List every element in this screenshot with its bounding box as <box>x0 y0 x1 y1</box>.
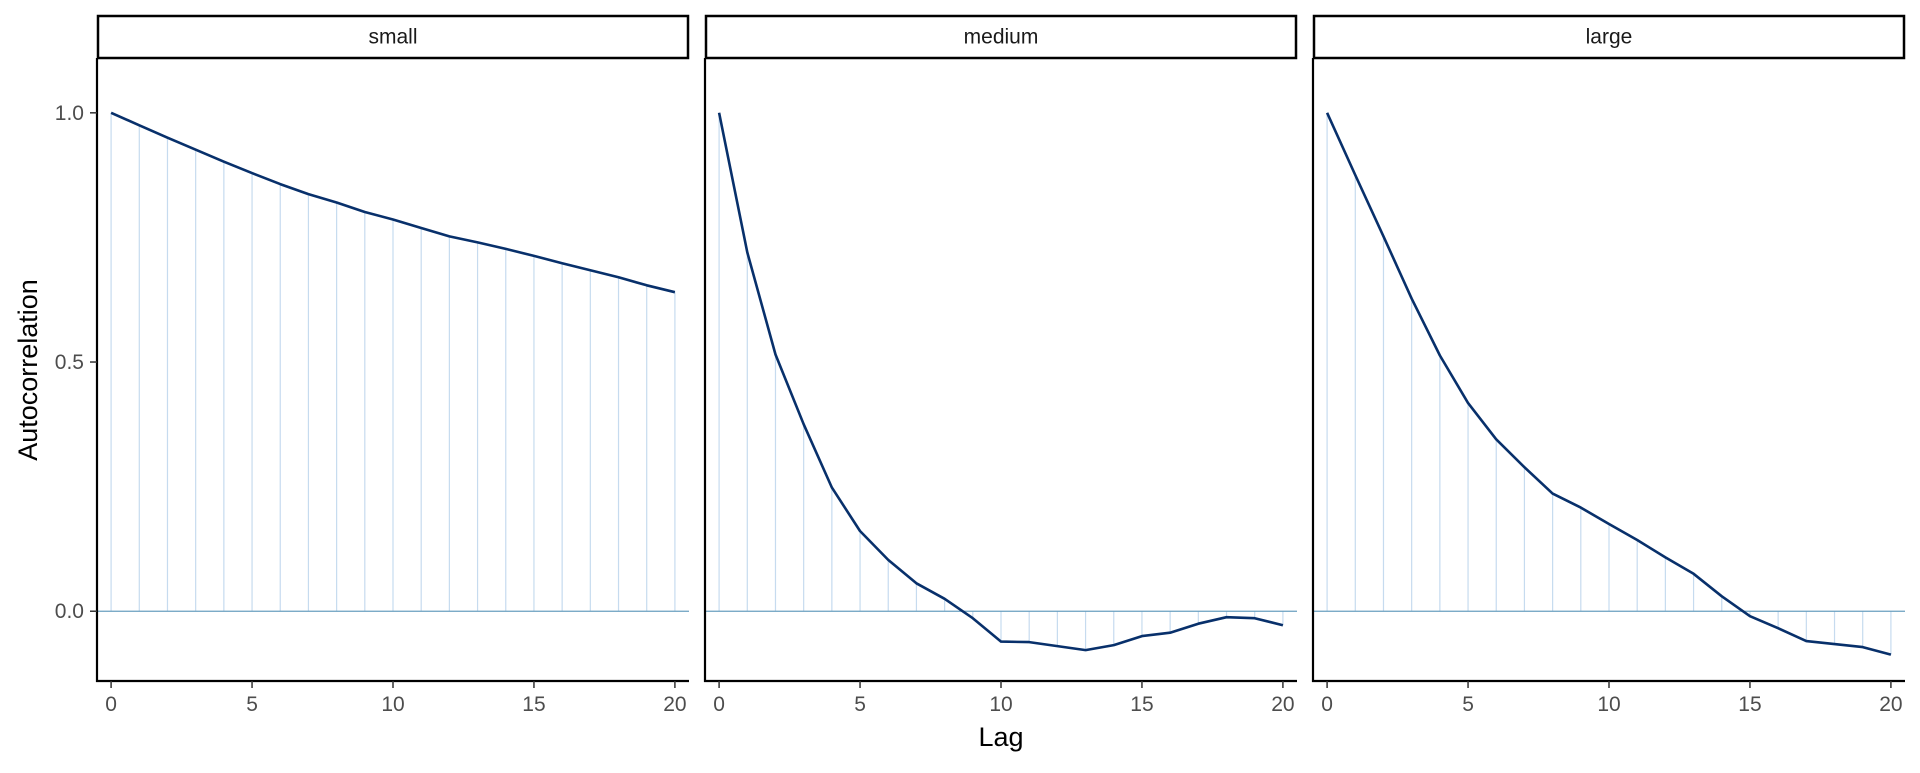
x-tick-label: 10 <box>381 693 404 716</box>
x-tick-label: 10 <box>989 693 1012 716</box>
x-tick-label: 20 <box>663 693 686 716</box>
y-tick-label: 0.0 <box>55 600 84 623</box>
y-tick-label: 1.0 <box>55 102 84 125</box>
x-tick-label: 5 <box>1462 693 1474 716</box>
x-tick-label: 0 <box>713 693 725 716</box>
x-tick-label: 5 <box>246 693 258 716</box>
x-tick-label: 20 <box>1271 693 1294 716</box>
facet-strip-medium <box>704 14 1298 60</box>
acf-line-large <box>1325 112 1892 656</box>
facet-strip-label: large <box>1586 26 1633 49</box>
x-tick-label: 20 <box>1879 693 1902 716</box>
facet-strip-small <box>96 14 690 60</box>
facet-strip-large <box>1312 14 1906 60</box>
x-tick-label: 0 <box>105 693 117 716</box>
acf-line-medium <box>717 112 1284 652</box>
x-tick-label: 15 <box>522 693 545 716</box>
facet-strip-label: medium <box>964 26 1039 49</box>
x-axis-title: Lag <box>978 722 1023 752</box>
x-tick-label: 10 <box>1597 693 1620 716</box>
x-tick-label: 15 <box>1738 693 1761 716</box>
x-tick-label: 0 <box>1321 693 1333 716</box>
acf-line-small <box>110 111 676 294</box>
y-tick-label: 0.5 <box>55 351 84 374</box>
x-tick-label: 15 <box>1130 693 1153 716</box>
facet-strip-label: small <box>368 26 417 49</box>
y-axis-title: Autocorrelation <box>13 279 43 461</box>
x-tick-label: 5 <box>854 693 866 716</box>
